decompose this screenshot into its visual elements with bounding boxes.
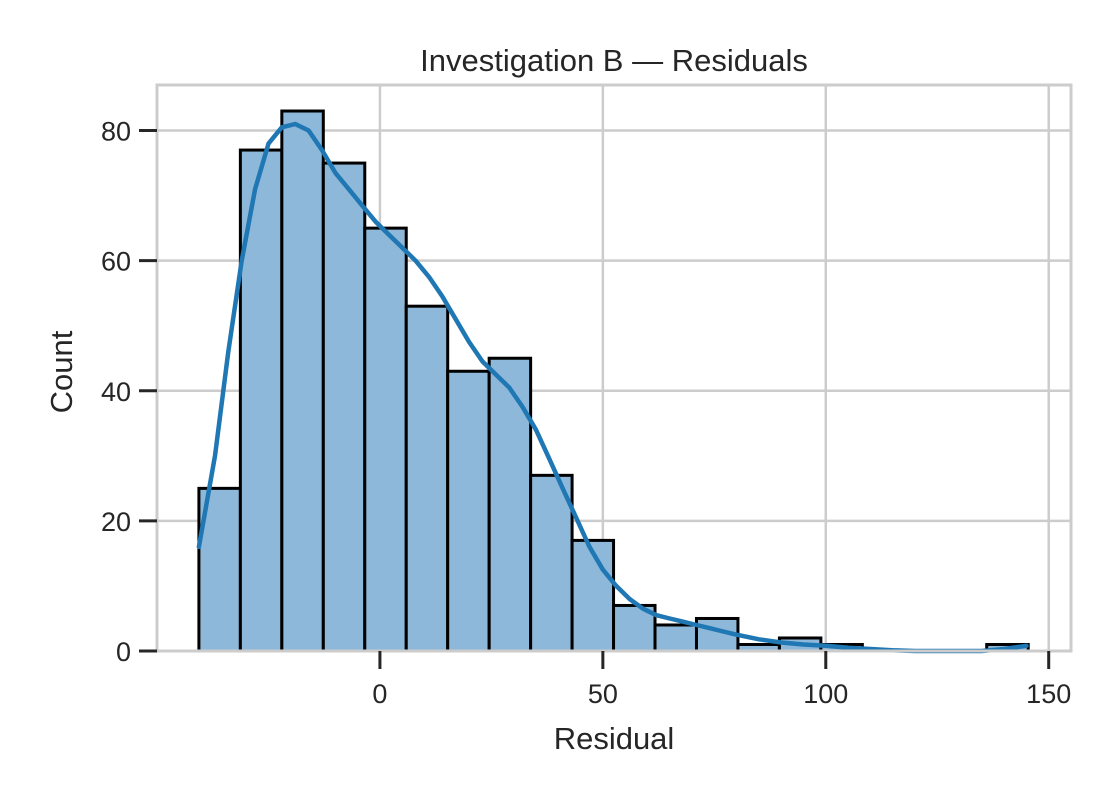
kde-line — [196, 121, 1029, 654]
x-tick-label: 0 — [372, 679, 387, 709]
y-axis-ticks: 0 20 40 60 80 — [101, 117, 157, 667]
y-tick-label: 60 — [101, 247, 131, 277]
y-tick-label: 40 — [101, 377, 131, 407]
x-tick-label: 50 — [588, 679, 618, 709]
y-tick-label: 20 — [101, 507, 131, 537]
kde-curve-group — [196, 121, 1029, 654]
histogram-bar — [280, 109, 325, 653]
histogram-bar — [363, 226, 408, 653]
plot-frame — [155, 83, 1073, 653]
histogram-bar — [404, 304, 450, 653]
histogram-bar — [529, 473, 574, 653]
histogram-bars — [197, 109, 1030, 653]
histogram-bar — [321, 161, 367, 653]
histogram-bar — [653, 623, 698, 653]
histogram-bar — [446, 369, 491, 653]
y-tick-label: 80 — [101, 117, 131, 147]
x-tick-label: 100 — [803, 679, 848, 709]
x-axis-label: Residual — [554, 721, 675, 756]
histogram-bar — [487, 356, 533, 653]
chart-title: Investigation B — Residuals — [420, 43, 808, 78]
x-axis-ticks: 0 50 100 150 — [372, 651, 1071, 709]
y-axis-label: Count — [44, 330, 79, 413]
x-tick-label: 150 — [1026, 679, 1071, 709]
y-tick-label: 0 — [116, 637, 131, 667]
